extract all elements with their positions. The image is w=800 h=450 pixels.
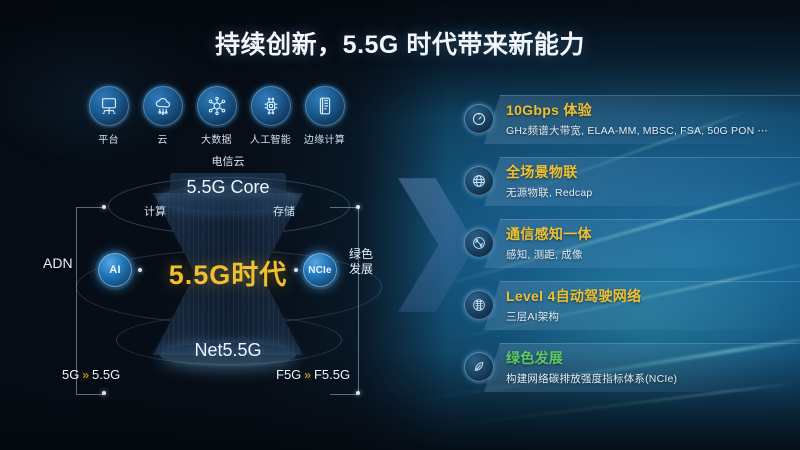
capability-list: 10Gbps 体验 GHz频谱大带宽, ELAA-MM, MBSC, FSA, … bbox=[460, 93, 800, 403]
tech-item-edge-computing[interactable]: 边缘计算 bbox=[302, 86, 347, 146]
tech-item-platform[interactable]: 平台 bbox=[86, 86, 131, 146]
capability-item-green[interactable]: 绿色发展 构建网络碳排放强度指标体系(NCIe) bbox=[460, 341, 800, 393]
leaf-icon bbox=[464, 352, 494, 382]
bracket-dot bbox=[356, 205, 360, 209]
tech-label: 边缘计算 bbox=[303, 135, 346, 146]
capability-subtitle: 感知, 测距, 成像 bbox=[506, 249, 583, 261]
green-label-line-2: 发展 bbox=[348, 262, 373, 276]
tech-label: 平台 bbox=[98, 135, 119, 146]
iot-globe-icon bbox=[464, 166, 494, 196]
tech-item-cloud[interactable]: 云 bbox=[140, 86, 185, 146]
telecom-cloud-label: 电信云 bbox=[211, 156, 245, 168]
evolution-arrow-icon: » bbox=[82, 368, 90, 382]
edge-computing-icon bbox=[304, 86, 345, 126]
capability-text: Level 4自动驾驶网络 三层AI架构 bbox=[506, 286, 641, 324]
hourglass-diagram: 电信云 5.5G Core 计算 存储 5.5G时代 Net5.5G ADN A… bbox=[43, 145, 408, 395]
autonomous-network-icon bbox=[464, 290, 494, 320]
speed-gauge-icon bbox=[464, 104, 494, 134]
cloud-icon bbox=[142, 86, 183, 126]
core-plate bbox=[170, 173, 286, 205]
bracket-dot bbox=[102, 205, 106, 209]
capability-text: 10Gbps 体验 GHz频谱大带宽, ELAA-MM, MBSC, FSA, … bbox=[506, 100, 768, 138]
ncie-badge[interactable]: NCIe bbox=[303, 253, 337, 287]
capability-title: Level 4自动驾驶网络 bbox=[506, 288, 642, 304]
evolution-to: F5.5G bbox=[313, 367, 351, 382]
tech-label: 大数据 bbox=[201, 135, 232, 146]
green-development-label: 绿色 发展 bbox=[338, 247, 384, 277]
capability-subtitle: 三层AI架构 bbox=[506, 311, 560, 323]
compute-label: 计算 bbox=[144, 206, 166, 218]
connector-dot bbox=[294, 268, 298, 272]
left-bracket bbox=[76, 207, 105, 395]
right-bracket bbox=[330, 207, 359, 395]
bottom-vignette bbox=[0, 351, 800, 450]
tech-label: 人工智能 bbox=[249, 135, 292, 146]
capability-item-autonomous-network[interactable]: Level 4自动驾驶网络 三层AI架构 bbox=[460, 279, 800, 331]
tech-item-ai[interactable]: 人工智能 bbox=[248, 86, 293, 146]
core-label: 5.5G Core bbox=[186, 177, 270, 197]
center-era-label: 5.5G时代 bbox=[168, 260, 288, 290]
page-title: 持续创新，5.5G 时代带来新能力 bbox=[215, 31, 585, 59]
evolution-from: 5G bbox=[62, 367, 80, 382]
big-data-icon bbox=[196, 86, 237, 126]
connector-dot bbox=[138, 268, 142, 272]
capability-text: 绿色发展 构建网络碳排放强度指标体系(NCIe) bbox=[506, 348, 677, 386]
ai-badge-text: AI bbox=[109, 264, 121, 276]
top-vignette bbox=[0, 0, 800, 117]
capability-subtitle: 构建网络碳排放强度指标体系(NCIe) bbox=[506, 373, 678, 385]
evolution-f5g: F5G» F5.5G bbox=[276, 367, 350, 382]
net-label: Net5.5G bbox=[194, 340, 262, 360]
capability-item-10gbps[interactable]: 10Gbps 体验 GHz频谱大带宽, ELAA-MM, MBSC, FSA, … bbox=[460, 93, 800, 145]
capability-title: 全场景物联 bbox=[506, 164, 578, 180]
capability-subtitle: 无源物联, Redcap bbox=[506, 187, 593, 199]
platform-icon bbox=[88, 86, 129, 126]
capability-title: 绿色发展 bbox=[506, 350, 564, 366]
storage-label: 存储 bbox=[273, 206, 295, 218]
ai-icon bbox=[250, 86, 291, 126]
capability-text: 通信感知一体 感知, 测距, 成像 bbox=[506, 224, 592, 262]
capability-title: 通信感知一体 bbox=[506, 226, 592, 242]
capability-text: 全场景物联 无源物联, Redcap bbox=[506, 162, 592, 200]
evolution-to: 5.5G bbox=[92, 367, 121, 382]
green-label-line-1: 绿色 bbox=[348, 247, 373, 261]
hourglass-bottom-cap bbox=[160, 343, 296, 367]
tech-label: 云 bbox=[157, 135, 168, 146]
evolution-arrow-icon: » bbox=[304, 368, 311, 382]
capability-item-sensing[interactable]: 通信感知一体 感知, 测距, 成像 bbox=[460, 217, 800, 269]
bracket-dot bbox=[356, 391, 360, 395]
capability-item-iot[interactable]: 全场景物联 无源物联, Redcap bbox=[460, 155, 800, 207]
tech-item-big-data[interactable]: 大数据 bbox=[194, 86, 239, 146]
capability-title: 10Gbps 体验 bbox=[506, 102, 592, 118]
evolution-5g: 5G» 5.5G bbox=[62, 367, 120, 382]
sensing-icon bbox=[464, 228, 494, 258]
adn-label: ADN bbox=[43, 255, 73, 271]
bracket-dot bbox=[102, 391, 106, 395]
evolution-from: F5G bbox=[276, 367, 302, 382]
ai-badge[interactable]: AI bbox=[98, 253, 132, 287]
ncie-badge-text: NCIe bbox=[308, 264, 332, 276]
technology-icon-row: 平台 云 大数据 bbox=[86, 86, 347, 146]
capability-subtitle: GHz频谱大带宽, ELAA-MM, MBSC, FSA, 50G PON ⋯ bbox=[506, 125, 769, 137]
